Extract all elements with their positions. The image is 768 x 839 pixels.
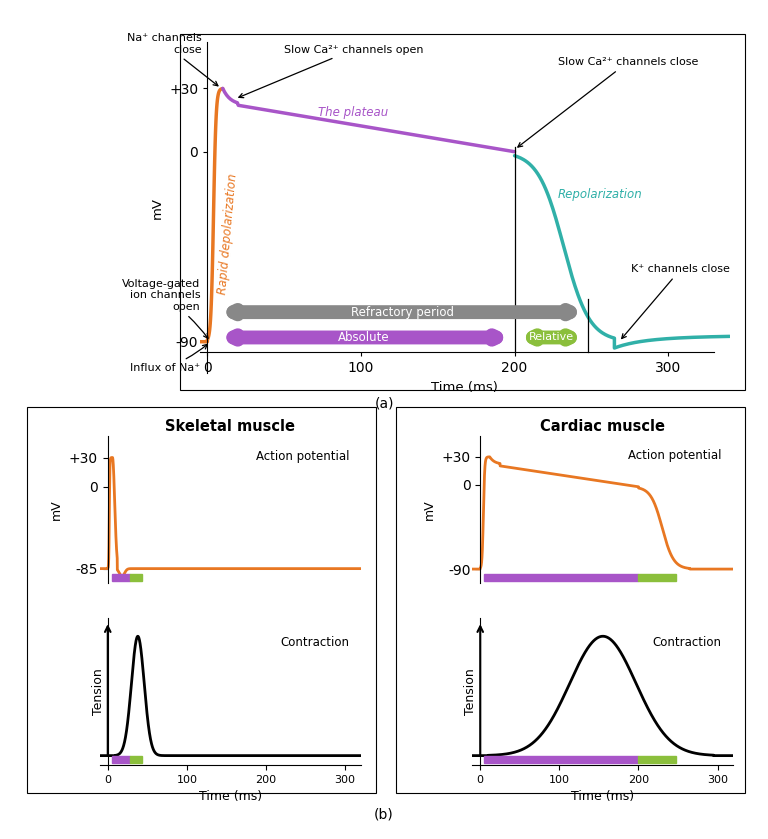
Text: (b): (b) <box>374 807 394 821</box>
Text: Rapid depolarization: Rapid depolarization <box>216 173 239 295</box>
Text: Contraction: Contraction <box>280 636 349 649</box>
Text: Slow Ca²⁺ channels close: Slow Ca²⁺ channels close <box>518 57 698 147</box>
X-axis label: Time (ms): Time (ms) <box>431 381 498 393</box>
Text: Action potential: Action potential <box>628 450 722 462</box>
Y-axis label: Tension: Tension <box>465 669 478 715</box>
Y-axis label: mV: mV <box>151 196 164 219</box>
X-axis label: Time (ms): Time (ms) <box>199 790 262 804</box>
Text: Refractory period: Refractory period <box>351 305 454 319</box>
Text: Slow Ca²⁺ channels open: Slow Ca²⁺ channels open <box>239 44 423 97</box>
Y-axis label: mV: mV <box>423 499 435 520</box>
Y-axis label: Tension: Tension <box>92 669 105 715</box>
Bar <box>484 756 638 763</box>
Bar <box>111 575 130 581</box>
X-axis label: Time (ms): Time (ms) <box>571 790 634 804</box>
Y-axis label: mV: mV <box>51 499 63 520</box>
Text: Relative: Relative <box>529 332 574 342</box>
Text: Contraction: Contraction <box>653 636 722 649</box>
Text: The plateau: The plateau <box>318 106 388 119</box>
Text: Action potential: Action potential <box>256 450 349 463</box>
Bar <box>484 574 638 581</box>
Bar <box>130 756 142 763</box>
Text: Absolute: Absolute <box>338 331 390 344</box>
Text: Repolarization: Repolarization <box>558 188 642 201</box>
Title: Cardiac muscle: Cardiac muscle <box>541 419 665 434</box>
Text: Voltage-gated
ion channels
open: Voltage-gated ion channels open <box>122 279 208 338</box>
Text: K⁺ channels close: K⁺ channels close <box>622 264 730 338</box>
Bar <box>638 756 677 763</box>
Bar <box>130 575 142 581</box>
Text: (a): (a) <box>374 396 394 410</box>
Title: Skeletal muscle: Skeletal muscle <box>165 419 296 434</box>
Text: Influx of Na⁺: Influx of Na⁺ <box>131 345 207 373</box>
Text: Na⁺ channels
close: Na⁺ channels close <box>127 33 218 86</box>
Bar <box>111 756 130 763</box>
Bar <box>638 574 677 581</box>
